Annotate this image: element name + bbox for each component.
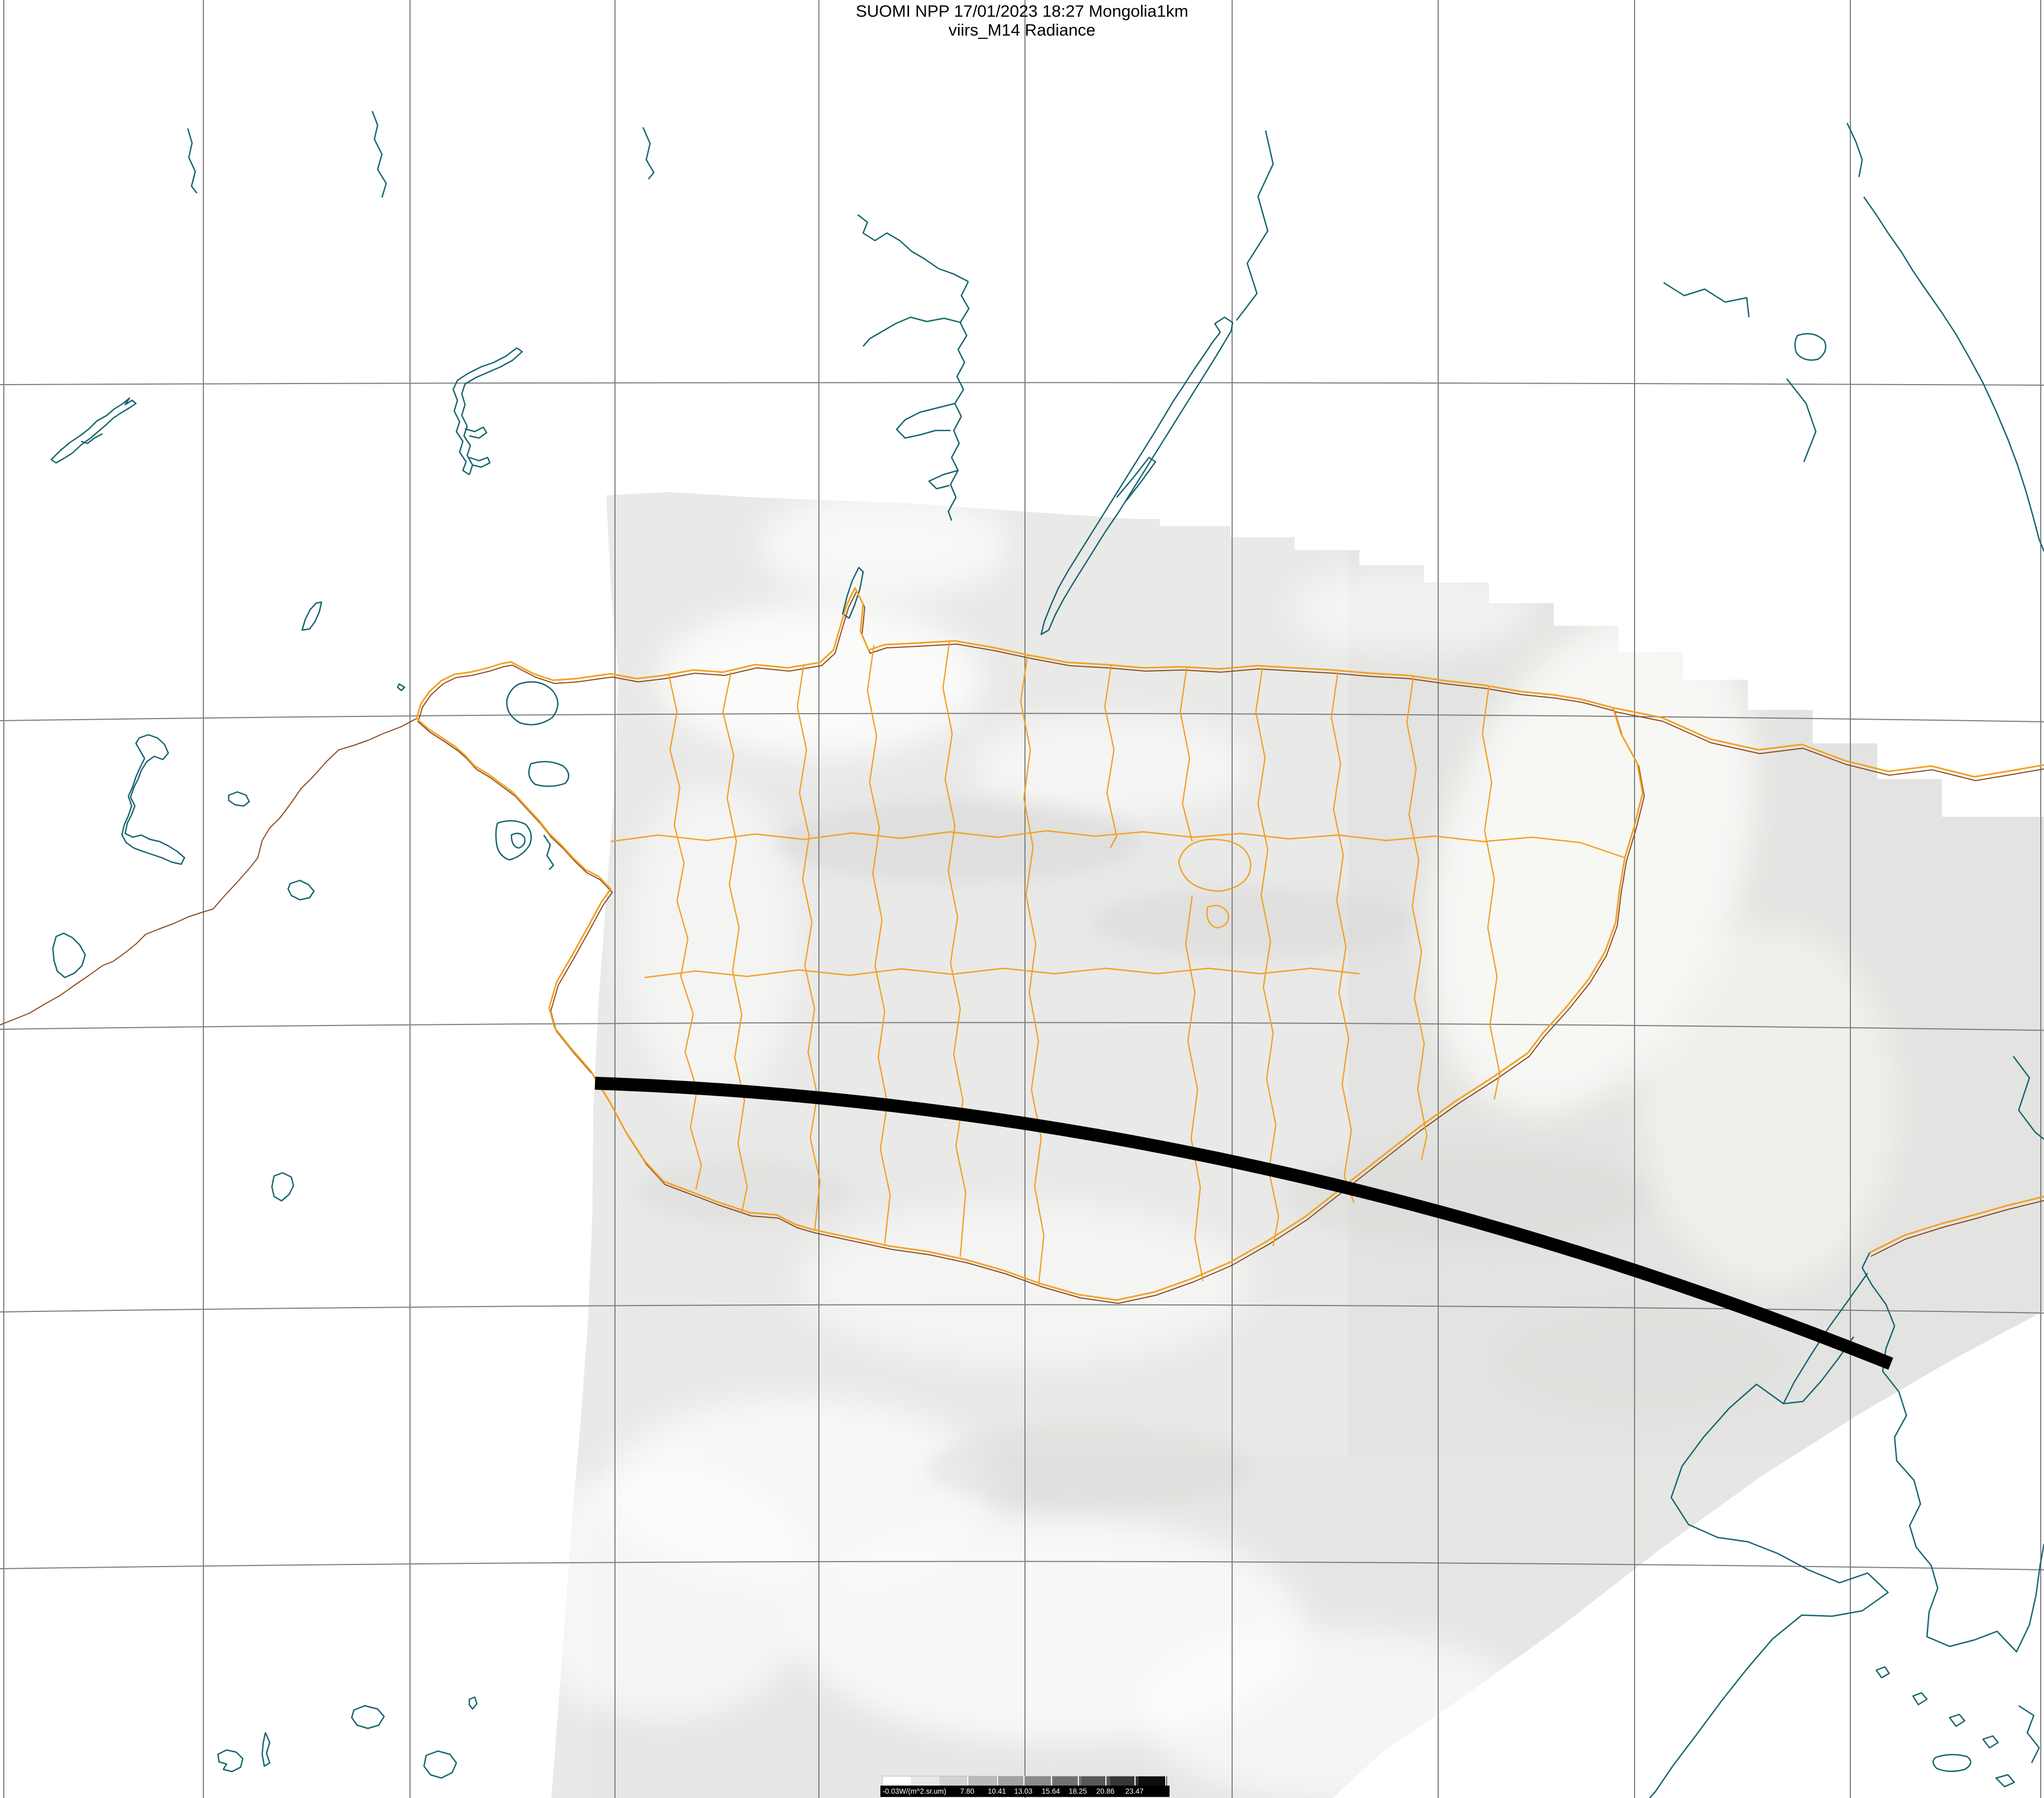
data-gap-line: [594, 1077, 1893, 1370]
colorbar-tick: [1165, 1776, 1166, 1786]
colorbar-tick: [997, 1776, 998, 1786]
colorbar-tick: [1078, 1776, 1079, 1786]
title-block: SUOMI NPP 17/01/2023 18:27 Mongolia1km v…: [0, 2, 2044, 39]
colorbar-value: 7.80: [960, 1787, 975, 1795]
colorbar-value: 18.25: [1069, 1787, 1087, 1795]
colorbar-value: 10.41: [988, 1787, 1006, 1795]
admin-borders: [415, 587, 2044, 1301]
colorbar-value: 15.64: [1042, 1787, 1060, 1795]
colorbar-value: 13.03: [1014, 1787, 1033, 1795]
colorbar-value: 20.86: [1096, 1787, 1115, 1795]
colorbar-tick: [1051, 1776, 1052, 1786]
colorbar-tick: [1023, 1776, 1024, 1786]
colorbar-label-strip: -0.03W/(m^2.sr.um) 7.80 10.41 13.03 15.6…: [880, 1786, 1170, 1797]
colorbar-tick: [967, 1776, 968, 1786]
map-title: SUOMI NPP 17/01/2023 18:27 Mongolia1km: [856, 2, 1188, 20]
cloud-shadow-wisps: [637, 801, 1786, 1510]
colorbar-value: 23.47: [1125, 1787, 1144, 1795]
colorbar-tick: [1105, 1776, 1106, 1786]
colorbar-unit-label: -0.03W/(m^2.sr.um): [883, 1787, 947, 1795]
colorbar: -0.03W/(m^2.sr.um) 7.80 10.41 13.03 15.6…: [880, 1775, 1170, 1797]
colorbar-tick: [1134, 1776, 1136, 1786]
coastlines: [50, 111, 2044, 1798]
colorbar-gradient: [882, 1776, 1167, 1786]
map-subtitle: viirs_M14 Radiance: [948, 20, 1096, 39]
